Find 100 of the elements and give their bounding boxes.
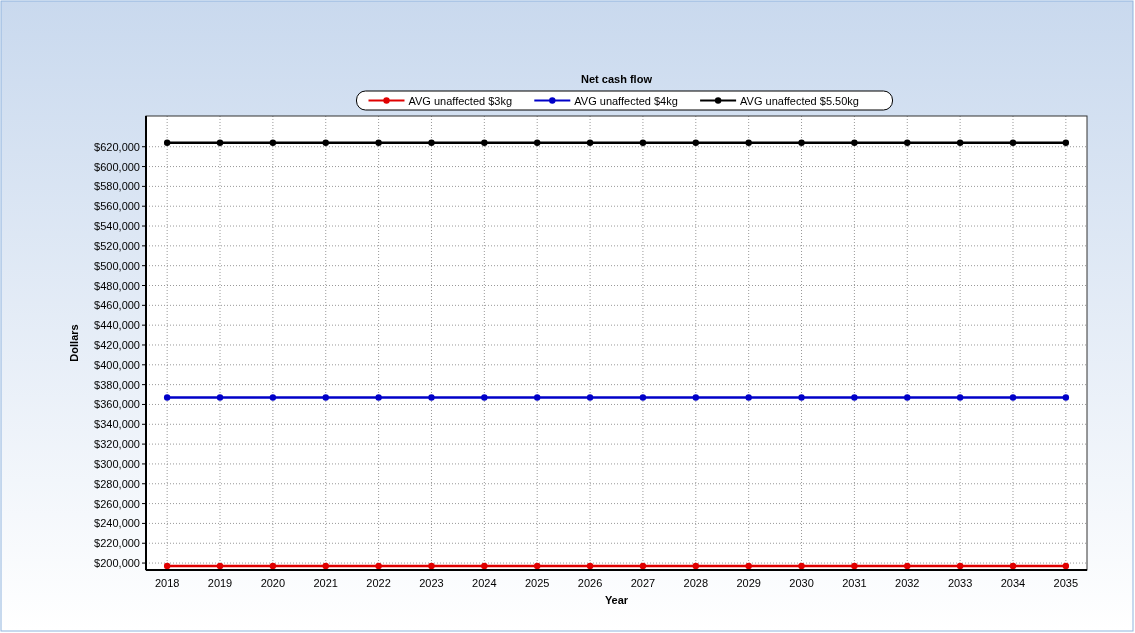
point	[639, 394, 647, 401]
x-tick-label: 2018	[154, 577, 180, 589]
y-tick-label: $320,000	[94, 438, 140, 451]
point	[428, 394, 435, 401]
point	[904, 139, 911, 146]
point	[481, 394, 488, 401]
point	[639, 562, 647, 570]
y-tick-label: $600,000	[94, 160, 140, 173]
point	[692, 139, 699, 146]
y-tick-label: $620,000	[94, 140, 140, 153]
y-tick-label: $560,000	[94, 200, 140, 213]
y-tick-label: $280,000	[94, 477, 140, 490]
point	[745, 562, 752, 570]
point	[216, 139, 224, 146]
point	[163, 394, 171, 401]
y-tick-label: $440,000	[94, 319, 140, 332]
y-axis-title: Dollars	[68, 324, 80, 362]
point	[481, 562, 488, 570]
point	[269, 562, 277, 570]
x-tick-label: 2022	[366, 577, 391, 589]
point	[639, 139, 647, 146]
point	[745, 139, 752, 146]
point	[956, 394, 964, 401]
y-tick-label: $500,000	[94, 259, 140, 272]
y-tick-label: $480,000	[94, 279, 140, 292]
point	[534, 562, 541, 570]
point	[163, 562, 171, 570]
point	[692, 562, 699, 570]
y-tick-label: $360,000	[94, 398, 140, 411]
point	[1009, 562, 1017, 570]
point	[586, 562, 594, 570]
point	[1062, 394, 1070, 401]
point	[1062, 562, 1070, 570]
point	[851, 562, 858, 570]
point	[216, 394, 224, 401]
point	[216, 562, 224, 570]
point	[586, 139, 594, 146]
y-tick-label: $240,000	[94, 517, 140, 530]
x-tick-label: 2035	[1053, 577, 1079, 589]
point	[1009, 139, 1017, 146]
y-tick-label: $580,000	[94, 180, 140, 193]
point	[798, 394, 805, 401]
point	[269, 394, 277, 401]
y-tick-label: $300,000	[94, 457, 140, 470]
point	[428, 562, 435, 570]
y-tick-label: $340,000	[94, 418, 140, 431]
x-tick-label: 2033	[947, 577, 973, 589]
point	[745, 394, 752, 401]
legend-label: AVG unaffected $5.50kg	[740, 94, 859, 107]
x-tick-label: 2025	[524, 577, 550, 589]
x-tick-label: 2031	[842, 577, 867, 589]
x-tick-label: 2024	[472, 577, 497, 589]
y-tick-label: $220,000	[94, 537, 140, 550]
y-tick-label: $400,000	[94, 358, 140, 371]
point	[692, 394, 699, 401]
chart-title: Net cash flow	[581, 73, 653, 85]
point	[851, 394, 858, 401]
point	[322, 394, 329, 401]
x-tick-label: 2034	[1000, 577, 1026, 589]
point	[956, 139, 964, 146]
y-tick-label: $380,000	[94, 378, 140, 391]
x-tick-label: 2020	[260, 577, 286, 589]
point	[428, 139, 435, 146]
point	[163, 139, 171, 146]
x-tick-label: 2030	[789, 577, 814, 589]
point	[534, 394, 541, 401]
point	[481, 139, 488, 146]
y-tick-label: $520,000	[94, 239, 140, 252]
x-tick-label: 2026	[577, 577, 603, 589]
x-axis-title: Year	[604, 594, 629, 606]
y-tick-label: $200,000	[94, 557, 140, 570]
point	[956, 562, 964, 570]
point	[269, 139, 277, 146]
point	[586, 394, 594, 401]
point	[904, 562, 911, 570]
legend-label: AVG unaffected $4kg	[574, 94, 678, 107]
x-tick-label: 2028	[683, 577, 709, 589]
x-tick-label: 2021	[313, 577, 338, 589]
point	[904, 394, 911, 401]
legend-label: AVG unaffected $3kg	[408, 94, 513, 107]
point	[322, 139, 329, 146]
x-tick-label: 2032	[895, 577, 920, 589]
point	[798, 139, 805, 146]
x-tick-label: 2023	[419, 577, 444, 589]
point	[375, 562, 382, 570]
point	[1062, 139, 1070, 146]
point	[534, 139, 541, 146]
point	[1009, 394, 1017, 401]
point	[851, 139, 858, 146]
point	[798, 562, 805, 570]
x-tick-label: 2029	[736, 577, 761, 589]
y-tick-label: $420,000	[94, 338, 140, 351]
y-tick-label: $260,000	[94, 497, 140, 510]
point	[375, 394, 382, 401]
y-tick-label: $460,000	[94, 299, 140, 312]
point	[322, 562, 329, 570]
point	[375, 139, 382, 146]
x-tick-label: 2027	[630, 577, 656, 589]
x-tick-label: 2019	[207, 577, 233, 589]
y-tick-label: $540,000	[94, 220, 140, 233]
